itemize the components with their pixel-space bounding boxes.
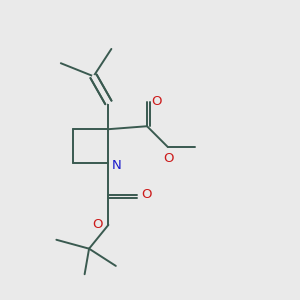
Text: O: O (163, 152, 174, 165)
Text: O: O (141, 188, 152, 201)
Text: O: O (151, 95, 162, 108)
Text: O: O (93, 218, 103, 231)
Text: N: N (112, 159, 122, 172)
